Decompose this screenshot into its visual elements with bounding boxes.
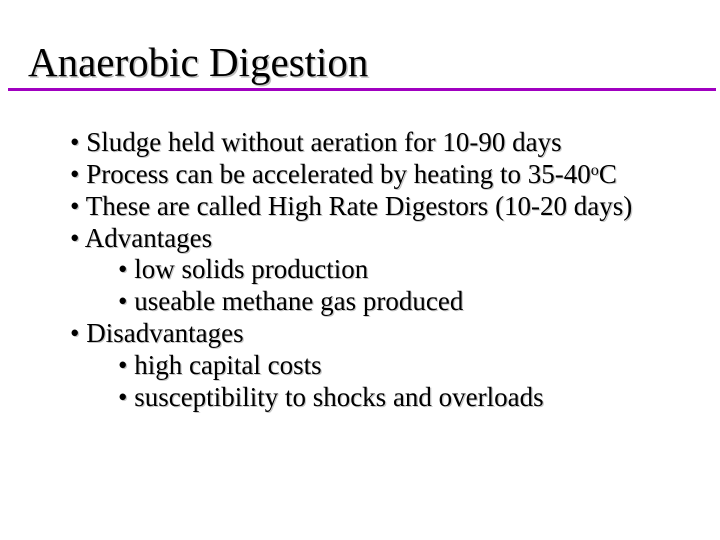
bullet-text: C — [599, 159, 617, 189]
slide-body: • Sludge held without aeration for 10-90… — [70, 127, 688, 414]
slide: Anaerobic Digestion • Sludge held withou… — [0, 0, 720, 540]
bullet-text: Sludge held without aeration for 10-90 d… — [86, 127, 561, 157]
bullet-text: Process can be accelerated by heating to… — [86, 159, 591, 189]
sub-bullet-item: • high capital costs — [118, 350, 688, 382]
bullet-text: useable methane gas produced — [134, 286, 463, 316]
bullet-item: • Sludge held without aeration for 10-90… — [70, 127, 688, 159]
superscript: o — [591, 161, 599, 179]
sub-bullet-item: • low solids production — [118, 254, 688, 286]
bullet-item: • These are called High Rate Digestors (… — [70, 191, 688, 223]
title-block: Anaerobic Digestion — [28, 38, 688, 91]
slide-title: Anaerobic Digestion — [28, 38, 688, 88]
bullet-item: • Disadvantages — [70, 318, 688, 350]
sub-bullet-item: • susceptibility to shocks and overloads — [118, 382, 688, 414]
bullet-item: • Process can be accelerated by heating … — [70, 159, 688, 191]
title-underline — [8, 88, 716, 91]
bullet-text: Advantages — [85, 223, 212, 253]
bullet-text: high capital costs — [134, 350, 321, 380]
bullet-text: These are called High Rate Digestors (10… — [86, 191, 633, 221]
bullet-text: susceptibility to shocks and overloads — [134, 382, 543, 412]
bullet-text: Disadvantages — [86, 318, 243, 348]
bullet-item: • Advantages — [70, 223, 688, 255]
bullet-text: low solids production — [134, 254, 368, 284]
sub-bullet-item: • useable methane gas produced — [118, 286, 688, 318]
